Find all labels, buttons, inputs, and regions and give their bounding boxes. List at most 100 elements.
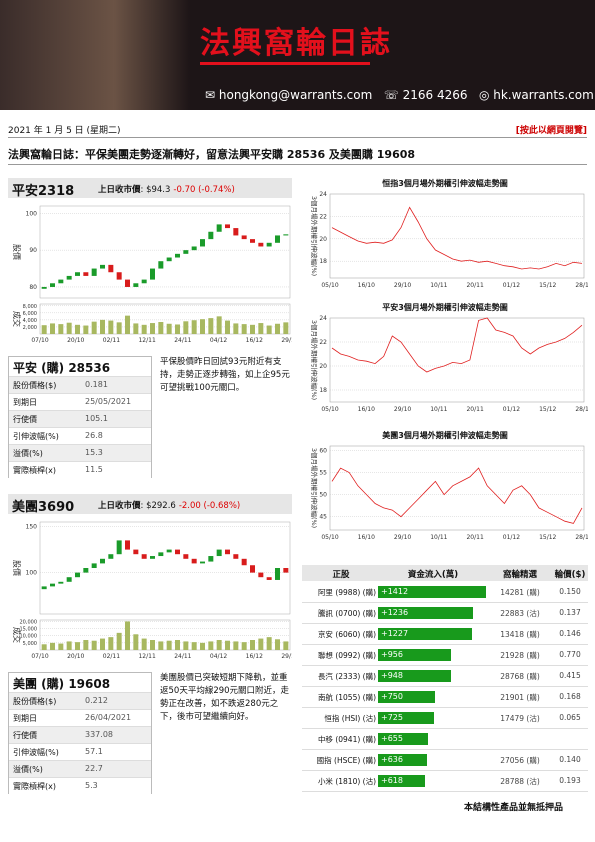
vol-tick-label: 10,000 bbox=[20, 634, 38, 640]
website[interactable]: hk.warrants.com bbox=[493, 88, 594, 102]
warrant-cell: 17479 (沽) bbox=[500, 714, 540, 723]
candle bbox=[166, 549, 172, 553]
x-tick-label: 20/10 bbox=[67, 653, 84, 660]
stock-cell: 騰訊 (0700) (購) bbox=[317, 609, 376, 618]
warrant-value: 25/05/2021 bbox=[85, 397, 132, 406]
volume-bar bbox=[91, 321, 97, 334]
warrant-value: 105.1 bbox=[85, 414, 108, 423]
candle bbox=[200, 239, 205, 247]
volume-bar bbox=[75, 324, 80, 334]
volume-bar bbox=[158, 322, 164, 334]
candle bbox=[150, 556, 155, 559]
email: hongkong@warrants.com bbox=[218, 88, 373, 102]
price-cell: 0.146 bbox=[559, 629, 581, 638]
candle bbox=[91, 268, 97, 276]
web-link[interactable]: [按此以網頁閱覽] bbox=[515, 126, 587, 136]
volume-bar bbox=[58, 324, 64, 334]
price: : $94.3 bbox=[140, 185, 171, 195]
price-cell: 0.150 bbox=[559, 587, 581, 596]
candle bbox=[125, 279, 130, 287]
volume-bar bbox=[50, 642, 55, 650]
price-cell: 0.065 bbox=[559, 713, 581, 722]
candle bbox=[283, 568, 289, 573]
volume-bar bbox=[100, 319, 105, 334]
y-tick-label: 80 bbox=[29, 284, 37, 291]
y-tick-label: 45 bbox=[319, 514, 327, 521]
candle bbox=[208, 556, 214, 562]
candle bbox=[50, 583, 55, 587]
flow-label: +1227 bbox=[381, 629, 409, 638]
volume-bar bbox=[275, 323, 280, 334]
x-tick-label: 02/11 bbox=[103, 653, 120, 660]
candle bbox=[241, 558, 247, 566]
candle bbox=[75, 272, 80, 276]
stock-cell: 恒指 (HSI) (沽) bbox=[324, 714, 376, 723]
y-tick-label: 22 bbox=[319, 213, 327, 220]
volume-bar bbox=[175, 324, 180, 334]
table-header: 正股 資金流入(萬) 窩輪精選 輪價($) bbox=[302, 565, 588, 581]
x-tick-label: 24/11 bbox=[174, 653, 191, 660]
volume-bar bbox=[283, 322, 289, 334]
comment: 平保股價昨日回試93元附近有支持，走勢正逐步轉強，如上企95元可望挑戰100元關… bbox=[160, 357, 290, 393]
volume-bar bbox=[233, 641, 239, 650]
title-underline bbox=[200, 62, 370, 65]
volume-bar bbox=[275, 639, 280, 650]
candle bbox=[225, 549, 230, 555]
column-header: 資金流入(萬) bbox=[407, 570, 459, 580]
candle bbox=[58, 581, 64, 584]
x-tick-label: 05/10 bbox=[321, 406, 338, 413]
warrant-field: 溢價(%) bbox=[13, 765, 43, 774]
y-tick-label: 90 bbox=[29, 247, 37, 254]
table-row: 恒指 (HSI) (沽) +725 17479 (沽) 0.065 bbox=[302, 708, 588, 729]
y-tick-label: 100 bbox=[26, 210, 38, 217]
warrant-cell: 21928 (購) bbox=[500, 651, 540, 660]
price-cell: 0.137 bbox=[559, 608, 581, 617]
vol-axis-label: 成交 bbox=[12, 311, 22, 327]
candle bbox=[125, 540, 130, 550]
chart-title: 恒指3個月場外期權引伸波幅走勢圖 bbox=[382, 179, 508, 188]
volume-bar bbox=[225, 320, 230, 334]
candle bbox=[283, 234, 289, 236]
volume-bar bbox=[108, 320, 114, 334]
x-tick-label: 10/11 bbox=[430, 406, 447, 413]
warrant-cell: 13418 (購) bbox=[500, 630, 540, 639]
candle bbox=[200, 561, 205, 564]
table-row: 南航 (1055) (購) +750 21901 (購) 0.168 bbox=[302, 687, 588, 708]
volume-bar bbox=[166, 640, 172, 650]
flow-bar bbox=[378, 712, 434, 724]
warrant-title: 美團 (購) 19608 bbox=[13, 677, 111, 691]
volume-bar bbox=[150, 640, 155, 650]
chart-title: 美團3個月場外期權引伸波幅走勢圖 bbox=[382, 431, 508, 440]
warrant-cell: 21901 (購) bbox=[500, 693, 540, 702]
table-row: 京安 (6060) (購) +1227 13418 (購) 0.146 bbox=[302, 624, 588, 645]
warrant-row: 實際槓桿(x) 5.3 bbox=[9, 777, 151, 794]
candle bbox=[250, 565, 255, 573]
volume-bar bbox=[91, 640, 97, 650]
candle bbox=[183, 250, 189, 254]
volume-bar bbox=[250, 640, 255, 650]
volume-bar bbox=[200, 319, 205, 334]
candle bbox=[133, 549, 139, 555]
price-cell: 0.168 bbox=[559, 692, 581, 701]
price-cell: 0.770 bbox=[559, 650, 581, 659]
x-tick-label: 16/10 bbox=[358, 534, 375, 541]
volume-bar bbox=[200, 642, 205, 650]
volatility-line bbox=[331, 467, 583, 524]
y-axis-label: 3個月場外期權引伸波幅(%) bbox=[310, 196, 319, 276]
candle bbox=[116, 540, 122, 555]
warrant-field: 引伸波幅(%) bbox=[13, 748, 59, 757]
volume-bar bbox=[116, 632, 122, 650]
plot-frame bbox=[39, 205, 291, 299]
candle bbox=[141, 554, 147, 559]
x-tick-label: 12/11 bbox=[138, 653, 155, 660]
x-tick-label: 16/12 bbox=[246, 337, 263, 344]
volume-bar bbox=[216, 640, 222, 650]
candle bbox=[50, 283, 55, 287]
volume-bar bbox=[241, 324, 247, 334]
stock-header: 美團3690 上日收市價: $292.6 -2.00 (-0.68%) bbox=[8, 494, 292, 515]
contact-line: ✉ hongkong@warrants.com ☏ 2166 4266 ◎ hk… bbox=[205, 88, 594, 102]
candle bbox=[150, 268, 155, 280]
stock-name: 平安2318 bbox=[12, 184, 75, 199]
